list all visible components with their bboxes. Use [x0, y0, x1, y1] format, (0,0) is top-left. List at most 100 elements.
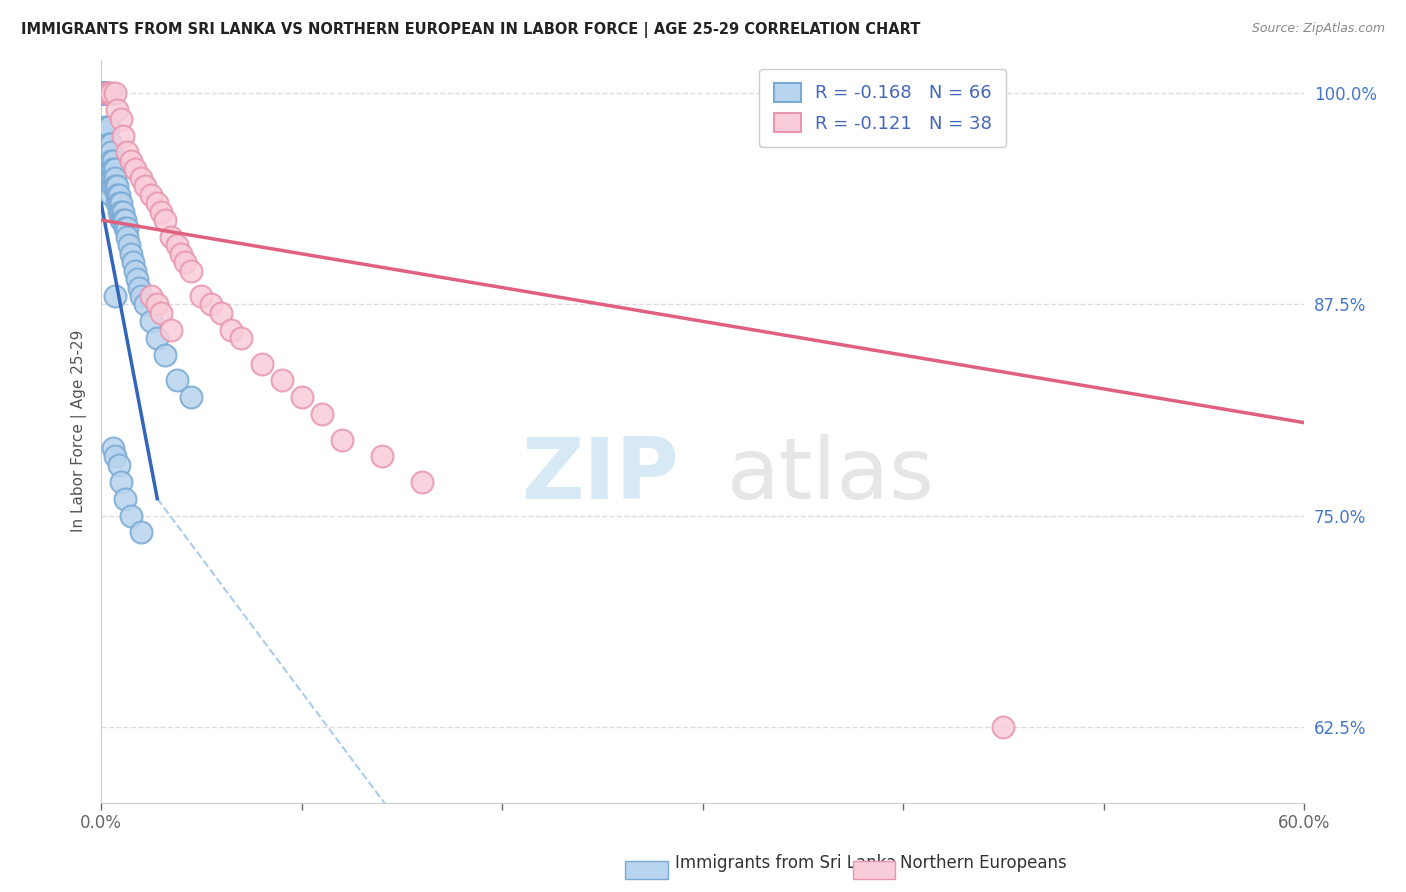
Point — [134, 179, 156, 194]
Point — [101, 179, 124, 194]
Point — [114, 491, 136, 506]
Text: Immigrants from Sri Lanka: Immigrants from Sri Lanka — [675, 855, 896, 872]
Point — [100, 170, 122, 185]
Point — [200, 297, 222, 311]
Point — [110, 196, 132, 211]
Point — [150, 306, 173, 320]
Point — [98, 136, 121, 151]
Point — [98, 170, 121, 185]
Point — [94, 87, 117, 101]
Text: Source: ZipAtlas.com: Source: ZipAtlas.com — [1251, 22, 1385, 36]
Legend: R = -0.168   N = 66, R = -0.121   N = 38: R = -0.168 N = 66, R = -0.121 N = 38 — [759, 69, 1007, 147]
Point — [100, 162, 122, 177]
Y-axis label: In Labor Force | Age 25-29: In Labor Force | Age 25-29 — [72, 330, 87, 533]
Point — [104, 162, 127, 177]
Point — [124, 263, 146, 277]
Point — [114, 221, 136, 235]
Point — [100, 87, 122, 101]
Point — [118, 238, 141, 252]
Point — [110, 204, 132, 219]
Point — [155, 213, 177, 227]
Point — [209, 306, 232, 320]
Point — [112, 128, 135, 143]
Point — [124, 162, 146, 177]
Point — [115, 145, 138, 160]
Point — [101, 170, 124, 185]
Point — [91, 87, 114, 101]
Point — [105, 187, 128, 202]
Point — [94, 87, 117, 101]
Point — [160, 230, 183, 244]
Point — [98, 153, 121, 168]
Point — [100, 187, 122, 202]
Point — [96, 153, 118, 168]
Point — [291, 390, 314, 404]
Point — [250, 357, 273, 371]
Point — [101, 162, 124, 177]
Point — [110, 112, 132, 126]
Point — [141, 289, 163, 303]
Point — [108, 187, 131, 202]
Point — [104, 87, 127, 101]
Point — [160, 323, 183, 337]
Point — [411, 475, 433, 489]
Point — [108, 196, 131, 211]
Point — [170, 247, 193, 261]
Point — [174, 255, 197, 269]
Point — [114, 213, 136, 227]
Point — [110, 213, 132, 227]
Point — [104, 289, 127, 303]
Point — [104, 450, 127, 464]
Point — [101, 441, 124, 455]
Point — [105, 179, 128, 194]
Point — [112, 213, 135, 227]
Point — [94, 120, 117, 135]
Point — [100, 153, 122, 168]
Point — [166, 374, 188, 388]
Point — [112, 204, 135, 219]
Point — [180, 390, 202, 404]
Point — [96, 87, 118, 101]
Point — [134, 297, 156, 311]
Point — [104, 170, 127, 185]
Point — [190, 289, 212, 303]
Point — [110, 475, 132, 489]
Point — [104, 179, 127, 194]
Text: ZIP: ZIP — [520, 434, 679, 517]
Point — [100, 179, 122, 194]
Text: atlas: atlas — [727, 434, 935, 517]
Point — [108, 458, 131, 472]
Point — [96, 87, 118, 101]
Point — [115, 230, 138, 244]
Point — [146, 331, 169, 345]
Text: Northern Europeans: Northern Europeans — [900, 855, 1066, 872]
Point — [105, 103, 128, 118]
Point — [155, 348, 177, 362]
Point — [101, 153, 124, 168]
Point — [96, 87, 118, 101]
Point — [120, 153, 142, 168]
Point — [98, 120, 121, 135]
Point — [98, 87, 121, 101]
Point — [146, 297, 169, 311]
Point — [120, 247, 142, 261]
Point — [96, 136, 118, 151]
Point — [129, 170, 152, 185]
Point — [128, 280, 150, 294]
Point — [371, 450, 394, 464]
Point — [141, 314, 163, 328]
Point — [150, 204, 173, 219]
Point — [91, 87, 114, 101]
Point — [127, 272, 149, 286]
Point — [141, 187, 163, 202]
Point — [231, 331, 253, 345]
Point — [108, 204, 131, 219]
Point — [146, 196, 169, 211]
Point — [94, 87, 117, 101]
Point — [166, 238, 188, 252]
Point — [105, 196, 128, 211]
Point — [330, 433, 353, 447]
Point — [221, 323, 243, 337]
Point — [311, 407, 333, 421]
Point — [96, 120, 118, 135]
